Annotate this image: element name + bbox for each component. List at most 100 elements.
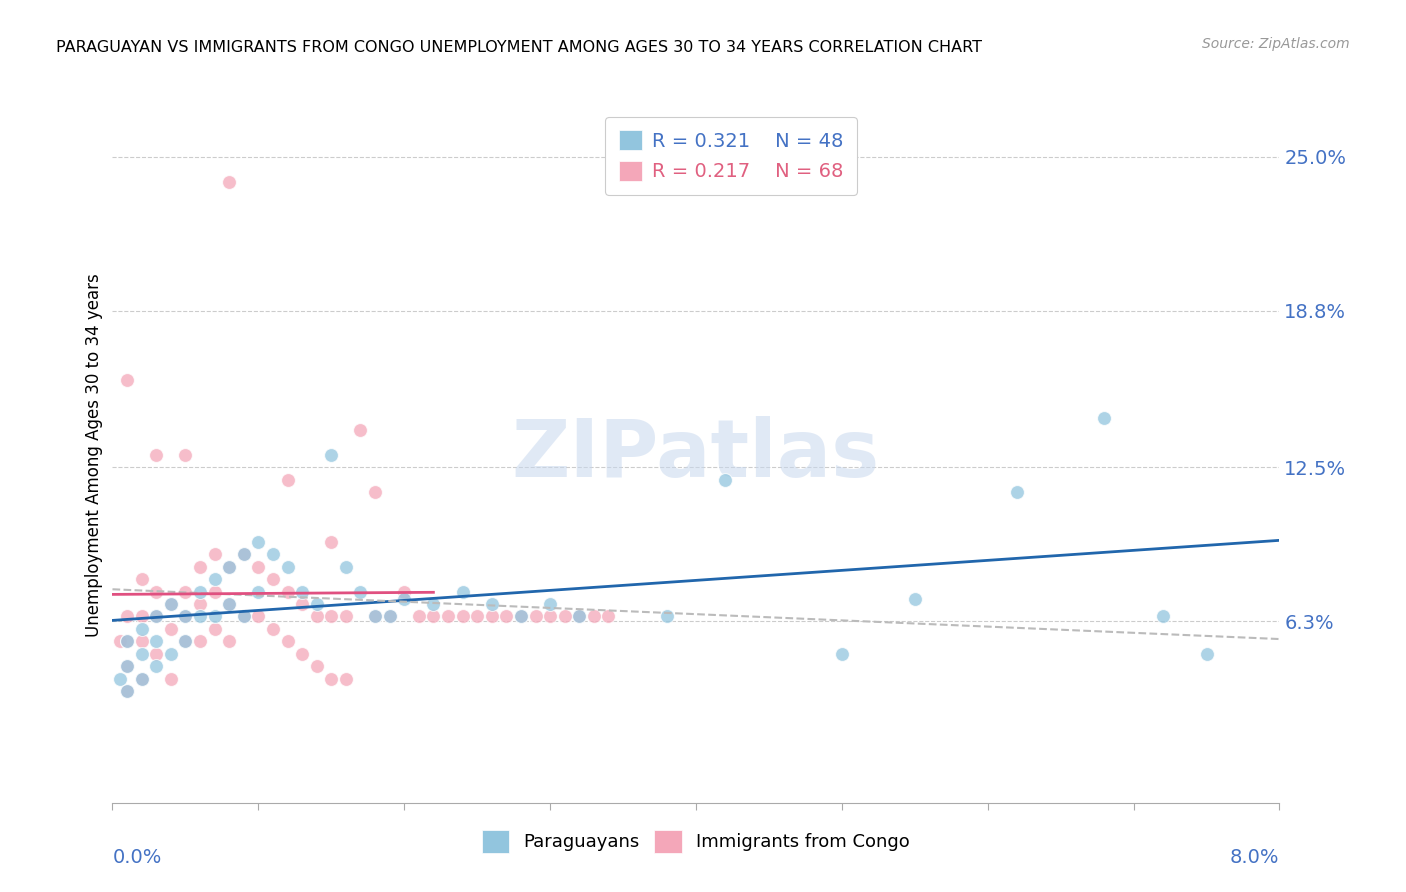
Point — [115, 684, 138, 698]
Point — [232, 609, 254, 624]
Point — [204, 609, 226, 624]
Point — [495, 609, 517, 624]
Point — [1152, 609, 1174, 624]
Point — [160, 597, 183, 611]
Point — [174, 634, 197, 648]
Point — [247, 559, 270, 574]
Point — [160, 622, 183, 636]
Point — [145, 609, 167, 624]
Point — [655, 609, 678, 624]
Point — [262, 622, 284, 636]
Point — [218, 597, 240, 611]
Point — [335, 672, 357, 686]
Point — [598, 609, 620, 624]
Point — [145, 584, 167, 599]
Point — [131, 672, 153, 686]
Point — [291, 647, 314, 661]
Point — [364, 609, 387, 624]
Point — [188, 584, 211, 599]
Point — [349, 584, 371, 599]
Y-axis label: Unemployment Among Ages 30 to 34 years: Unemployment Among Ages 30 to 34 years — [84, 273, 103, 637]
Point — [321, 534, 343, 549]
Point — [305, 597, 328, 611]
Text: ZIPatlas: ZIPatlas — [512, 416, 880, 494]
Point — [174, 448, 197, 462]
Text: 8.0%: 8.0% — [1230, 847, 1279, 866]
Point — [568, 609, 591, 624]
Point — [437, 609, 460, 624]
Point — [174, 609, 197, 624]
Point — [131, 609, 153, 624]
Point — [524, 609, 547, 624]
Point — [408, 609, 430, 624]
Point — [321, 448, 343, 462]
Point — [538, 597, 561, 611]
Point — [247, 534, 270, 549]
Point — [160, 647, 183, 661]
Point — [188, 609, 211, 624]
Point — [131, 634, 153, 648]
Point — [247, 584, 270, 599]
Point — [115, 684, 138, 698]
Point — [145, 609, 167, 624]
Point — [451, 584, 474, 599]
Point — [321, 609, 343, 624]
Point — [262, 572, 284, 586]
Point — [276, 584, 298, 599]
Point — [131, 622, 153, 636]
Point — [481, 609, 503, 624]
Point — [131, 672, 153, 686]
Text: Source: ZipAtlas.com: Source: ZipAtlas.com — [1202, 37, 1350, 52]
Point — [364, 609, 387, 624]
Point — [145, 448, 167, 462]
Point — [481, 597, 503, 611]
Point — [232, 547, 254, 561]
Point — [232, 609, 254, 624]
Point — [204, 547, 226, 561]
Point — [131, 572, 153, 586]
Point — [188, 597, 211, 611]
Point — [160, 672, 183, 686]
Point — [378, 609, 401, 624]
Point — [291, 597, 314, 611]
Point — [568, 609, 591, 624]
Point — [305, 659, 328, 673]
Text: PARAGUAYAN VS IMMIGRANTS FROM CONGO UNEMPLOYMENT AMONG AGES 30 TO 34 YEARS CORRE: PARAGUAYAN VS IMMIGRANTS FROM CONGO UNEM… — [56, 40, 983, 55]
Point — [204, 584, 226, 599]
Point — [276, 559, 298, 574]
Point — [422, 597, 444, 611]
Point — [218, 597, 240, 611]
Point — [509, 609, 531, 624]
Point — [218, 559, 240, 574]
Point — [394, 584, 416, 599]
Point — [174, 584, 197, 599]
Point — [465, 609, 488, 624]
Point — [1094, 410, 1116, 425]
Point — [218, 175, 240, 189]
Point — [145, 659, 167, 673]
Point — [1005, 485, 1028, 500]
Point — [218, 634, 240, 648]
Point — [1195, 647, 1218, 661]
Point — [115, 609, 138, 624]
Point — [349, 423, 371, 437]
Point — [831, 647, 853, 661]
Point — [115, 634, 138, 648]
Point — [321, 672, 343, 686]
Point — [305, 609, 328, 624]
Point — [218, 559, 240, 574]
Point — [174, 634, 197, 648]
Point — [204, 622, 226, 636]
Point — [378, 609, 401, 624]
Point — [262, 547, 284, 561]
Point — [108, 672, 131, 686]
Point — [538, 609, 561, 624]
Point — [160, 597, 183, 611]
Point — [108, 634, 131, 648]
Point — [276, 634, 298, 648]
Point — [174, 609, 197, 624]
Point — [509, 609, 531, 624]
Point — [188, 634, 211, 648]
Point — [291, 584, 314, 599]
Point — [145, 634, 167, 648]
